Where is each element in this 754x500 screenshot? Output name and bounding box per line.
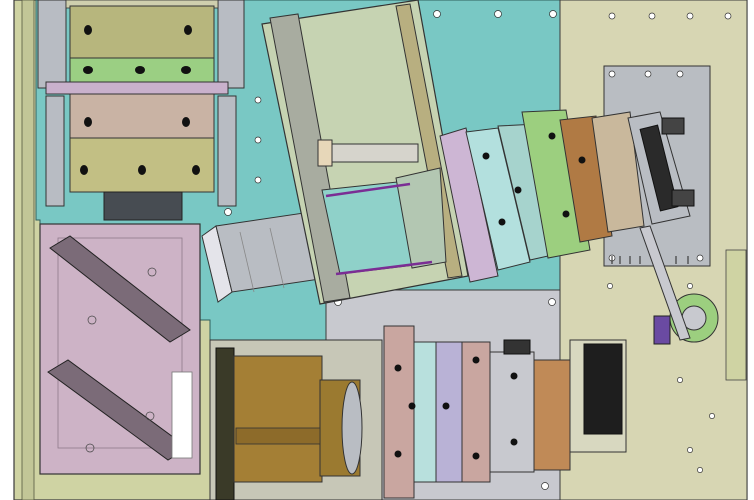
gold-camera-body	[209, 339, 383, 500]
vertical-lens-tube	[37, 0, 245, 221]
mirror-housing	[39, 223, 201, 475]
right-lens-stack	[439, 109, 695, 283]
lower-lens-stack	[383, 325, 627, 499]
tilted-prism-housing	[261, 0, 469, 305]
rotary-stage	[639, 225, 719, 345]
